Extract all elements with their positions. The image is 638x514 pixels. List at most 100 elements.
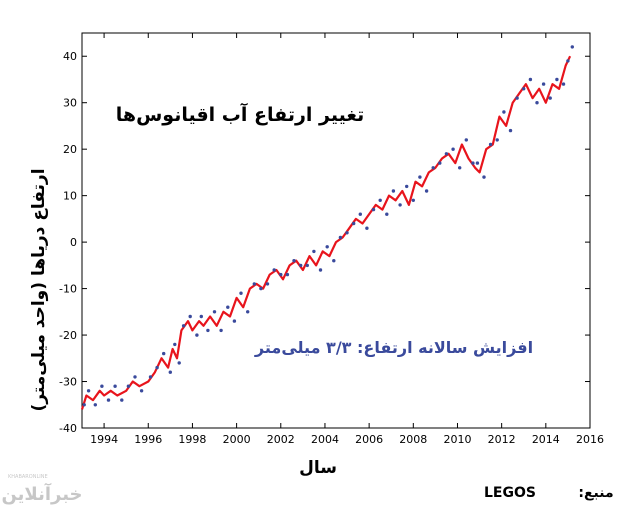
data-point	[444, 152, 449, 156]
data-point	[528, 77, 533, 82]
x-tick-label: 2008	[399, 433, 427, 446]
y-tick-label: -20	[59, 329, 77, 342]
data-point	[279, 272, 283, 277]
data-point	[475, 161, 480, 165]
plot-frame	[81, 32, 591, 429]
x-tick-label: 1994	[90, 433, 118, 446]
data-point	[424, 189, 429, 193]
data-point	[239, 291, 243, 295]
data-point	[548, 96, 552, 100]
data-point	[325, 245, 329, 249]
y-tick-label: 0	[70, 236, 77, 249]
data-point	[259, 286, 263, 291]
chart-title: تغییر ارتفاع آب اقیانوس‌ها	[116, 102, 364, 126]
data-point	[232, 319, 237, 323]
data-point	[418, 175, 422, 179]
source-label: منبع:	[578, 485, 613, 501]
data-point	[226, 305, 230, 309]
data-point	[305, 263, 309, 268]
data-point	[398, 203, 402, 207]
data-point	[246, 310, 250, 314]
x-tick-label: 2000	[223, 433, 251, 446]
series-line-smoothed	[80, 55, 572, 410]
data-point	[93, 403, 98, 407]
x-tick-label: 2004	[311, 433, 339, 446]
data-point	[471, 161, 475, 165]
data-point	[431, 166, 435, 170]
data-point	[86, 389, 91, 393]
data-point	[120, 398, 124, 402]
source-value: LEGOS	[484, 485, 536, 501]
data-series	[80, 45, 574, 410]
data-point	[299, 263, 303, 268]
data-point	[173, 342, 177, 347]
data-point	[155, 365, 159, 370]
data-point	[458, 166, 462, 170]
data-point	[365, 226, 369, 230]
data-point	[106, 398, 111, 402]
data-point	[181, 324, 186, 328]
data-point	[566, 59, 570, 63]
data-point	[292, 259, 296, 263]
x-tick-label: 1998	[178, 433, 206, 446]
data-point	[522, 87, 526, 91]
data-point	[438, 161, 442, 165]
data-point	[133, 375, 137, 379]
data-point	[338, 235, 343, 240]
x-tick-label: 2014	[532, 433, 560, 446]
data-point	[162, 351, 166, 356]
data-point	[139, 389, 144, 393]
data-point	[285, 272, 290, 277]
data-point	[385, 212, 389, 216]
data-point	[495, 138, 499, 142]
data-point	[219, 328, 223, 333]
data-point	[265, 282, 270, 286]
data-point	[371, 207, 376, 212]
data-point	[352, 221, 356, 226]
data-point	[82, 403, 86, 407]
source-credit: منبع: LEGOS	[484, 485, 614, 501]
data-point	[318, 268, 323, 272]
data-point	[464, 138, 468, 142]
data-point	[252, 282, 256, 286]
trend-annotation: افزایش سالانه ارتفاع: ۳/۳ میلی‌متر	[254, 338, 533, 357]
x-tick-label: 2002	[267, 433, 295, 446]
data-point	[188, 314, 192, 319]
data-point	[332, 259, 336, 263]
data-point	[345, 231, 349, 235]
data-point	[561, 82, 566, 86]
data-point	[502, 110, 506, 114]
data-point	[113, 384, 117, 388]
data-point	[148, 375, 153, 379]
x-tick-label: 2006	[355, 433, 383, 446]
data-point	[195, 333, 199, 337]
data-point	[378, 198, 382, 202]
x-axis-title: سال	[299, 458, 337, 478]
data-point	[508, 128, 513, 133]
y-tick-label: -30	[59, 376, 77, 389]
data-point	[515, 96, 519, 100]
data-point	[199, 314, 203, 319]
data-point	[391, 189, 396, 193]
data-point	[312, 249, 316, 254]
x-tick-label: 2010	[443, 433, 471, 446]
data-point	[272, 268, 276, 272]
data-point	[405, 184, 409, 189]
data-point	[555, 77, 559, 82]
logo-subtext: KHABARONLINE	[8, 474, 48, 480]
data-point	[451, 147, 455, 151]
x-tick-label: 1996	[134, 433, 162, 446]
x-tick-label: 2012	[488, 433, 516, 446]
khabaronline-logo: KHABARONLINE خبرآنلاین	[1, 474, 82, 505]
y-axis-title: ارتفاع دریاها (واحد میلی‌متر)	[29, 168, 49, 411]
logo-text: خبرآنلاین	[1, 482, 82, 505]
data-point	[411, 198, 415, 202]
data-point	[482, 175, 486, 179]
data-point	[488, 142, 493, 147]
data-point	[177, 361, 181, 365]
data-point	[541, 82, 546, 86]
y-tick-label: 20	[63, 143, 77, 156]
data-point	[358, 212, 362, 216]
y-tick-label: 30	[63, 97, 77, 110]
